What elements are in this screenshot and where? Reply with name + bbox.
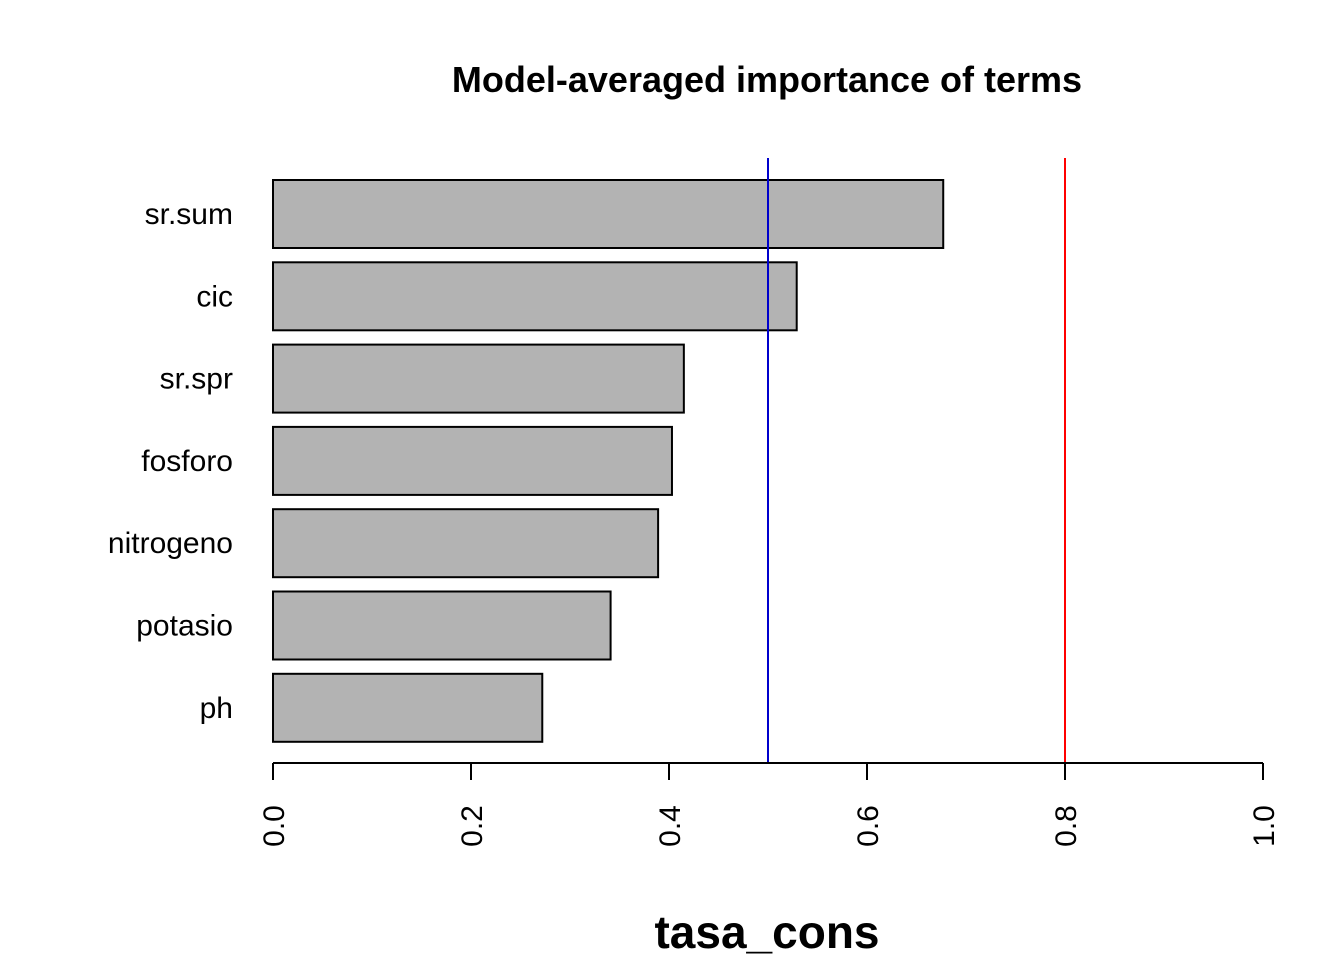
bar-potasio bbox=[272, 590, 612, 661]
x-tick-label: 0.4 bbox=[654, 805, 687, 847]
category-label: cic bbox=[196, 280, 233, 313]
x-tick-label: 0.2 bbox=[456, 805, 489, 847]
bar-sr-spr bbox=[272, 343, 685, 414]
category-label: sr.spr bbox=[160, 363, 233, 396]
bar-cic bbox=[272, 261, 798, 332]
bar-sr-sum bbox=[272, 179, 945, 249]
category-label: fosforo bbox=[141, 445, 233, 478]
category-label: nitrogeno bbox=[108, 527, 233, 560]
x-tick-label: 0.8 bbox=[1050, 805, 1083, 847]
x-tick-label: 1.0 bbox=[1248, 805, 1281, 847]
x-tick-label: 0.6 bbox=[852, 805, 885, 847]
x-tick-label: 0.0 bbox=[258, 805, 291, 847]
x-axis: 0.0 0.2 0.4 0.6 0.8 1.0 bbox=[258, 762, 1281, 847]
category-label: potasio bbox=[136, 610, 233, 643]
bar-ph bbox=[272, 672, 544, 743]
chart-title: Model-averaged importance of terms bbox=[452, 59, 1082, 100]
bar-fosforo bbox=[272, 425, 673, 496]
bars-layer: sr.sum cic sr.spr fosforo nitrogeno potasio ph bbox=[108, 179, 945, 743]
x-axis-label: tasa_cons bbox=[654, 906, 879, 958]
category-label: ph bbox=[200, 692, 233, 725]
bar-nitrogeno bbox=[272, 508, 660, 579]
category-label: sr.sum bbox=[145, 198, 233, 231]
reference-lines-layer bbox=[767, 158, 1066, 763]
